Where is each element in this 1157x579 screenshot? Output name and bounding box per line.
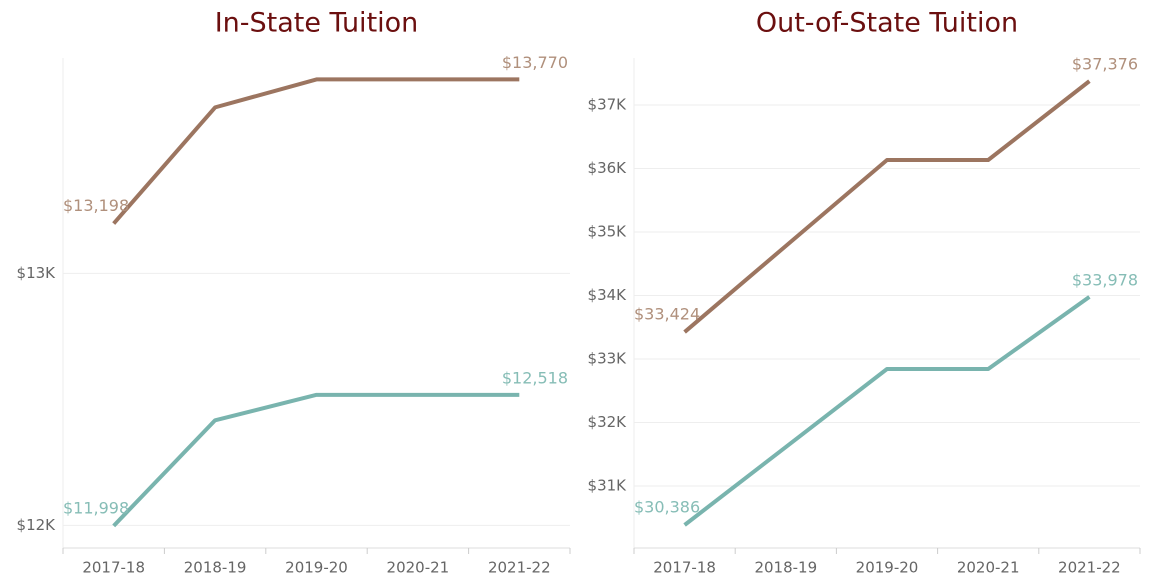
x-tick-label: 2020-21	[387, 559, 450, 577]
y-tick-label: $34K	[588, 286, 628, 304]
y-tick-label: $12K	[17, 516, 57, 534]
series-line	[112, 77, 520, 225]
data-label: $13,770	[502, 53, 568, 72]
y-tick-label: $36K	[588, 159, 628, 177]
series-line	[112, 392, 520, 528]
data-label: $37,376	[1072, 55, 1138, 74]
chart-title: In-State Tuition	[215, 8, 419, 39]
x-tick-label: 2020-21	[957, 559, 1020, 577]
data-label: $13,198	[63, 196, 129, 215]
x-tick-label: 2021-22	[1058, 559, 1121, 577]
series-line	[683, 295, 1091, 527]
y-tick-label: $31K	[588, 477, 628, 495]
data-label: $12,518	[502, 368, 568, 387]
y-tick-label: $13K	[17, 264, 57, 282]
x-tick-label: 2021-22	[488, 559, 551, 577]
x-tick-label: 2018-19	[184, 559, 247, 577]
series-line	[683, 79, 1091, 334]
y-tick-label: $37K	[588, 95, 628, 113]
x-tick-label: 2019-20	[285, 559, 348, 577]
chart-title: Out-of-State Tuition	[756, 8, 1018, 39]
x-tick-label: 2019-20	[856, 559, 919, 577]
y-tick-label: $35K	[588, 223, 628, 241]
x-tick-label: 2018-19	[754, 559, 817, 577]
x-tick-label: 2017-18	[82, 559, 145, 577]
data-label: $33,424	[634, 305, 700, 324]
data-label: $30,386	[634, 498, 700, 517]
y-tick-label: $33K	[588, 350, 628, 368]
x-tick-label: 2017-18	[653, 559, 716, 577]
data-label: $33,978	[1072, 270, 1138, 289]
y-tick-label: $32K	[588, 413, 628, 431]
data-label: $11,998	[63, 498, 129, 517]
